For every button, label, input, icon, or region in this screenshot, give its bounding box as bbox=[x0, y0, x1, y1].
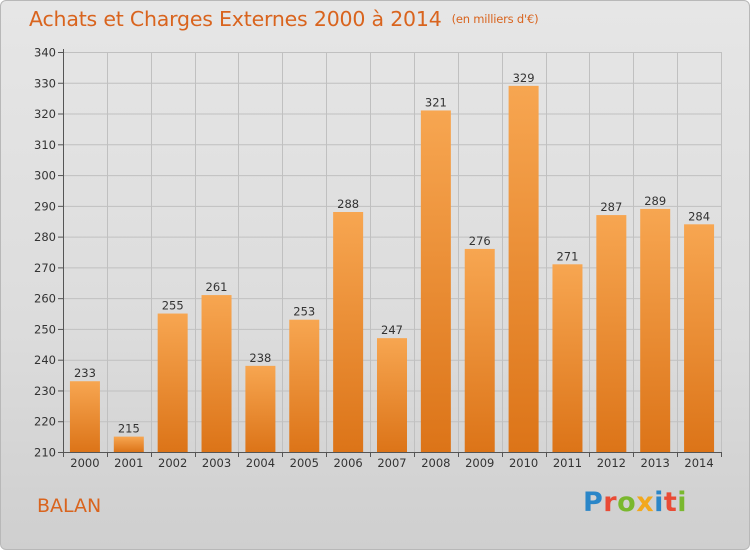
x-tick-label: 2002 bbox=[158, 456, 187, 470]
y-tick-label: 240 bbox=[34, 353, 56, 367]
y-tick-labels: 210 220 230 240 250 260 270 280 290 300 310 320 330 3… bbox=[34, 46, 56, 460]
x-tick-label: 2006 bbox=[333, 456, 362, 470]
proxiti-logo[interactable]: Proxiti bbox=[583, 487, 688, 518]
bar bbox=[552, 264, 583, 452]
data-label: 321 bbox=[425, 95, 447, 109]
axes bbox=[58, 49, 722, 457]
x-tick-label: 2007 bbox=[377, 456, 406, 470]
data-label: 215 bbox=[118, 422, 140, 436]
place-name: BALAN bbox=[37, 495, 102, 517]
x-tick-label: 2003 bbox=[202, 456, 231, 470]
y-tick-label: 290 bbox=[34, 199, 56, 213]
bar bbox=[201, 295, 232, 452]
y-tick-label: 330 bbox=[34, 76, 56, 90]
bar bbox=[464, 248, 495, 452]
y-tick-label: 300 bbox=[34, 169, 56, 183]
bar bbox=[640, 208, 671, 452]
data-label: 271 bbox=[556, 249, 578, 263]
y-tick-label: 260 bbox=[34, 292, 56, 306]
bar bbox=[157, 313, 188, 452]
x-tick-labels: 2000 2001 2002 2003 2004 2005 2006 2007 2008 2009… bbox=[70, 456, 713, 470]
data-labels: 233 215 255 261 238 253 288 247 321 276 329 271 287 2… bbox=[74, 71, 710, 436]
y-tick-label: 280 bbox=[34, 230, 56, 244]
y-tick-label: 320 bbox=[34, 107, 56, 121]
bar bbox=[377, 338, 407, 452]
data-label: 238 bbox=[249, 351, 271, 365]
data-label: 255 bbox=[162, 299, 184, 313]
bar bbox=[69, 381, 100, 452]
bar bbox=[420, 110, 451, 452]
y-tick-label: 270 bbox=[34, 261, 56, 275]
y-tick-label: 310 bbox=[34, 138, 56, 152]
data-label: 284 bbox=[688, 209, 710, 223]
x-tick-label: 2010 bbox=[509, 456, 538, 470]
x-tick-label: 2014 bbox=[684, 456, 713, 470]
data-label: 247 bbox=[381, 323, 403, 337]
bar bbox=[508, 85, 539, 452]
data-label: 253 bbox=[293, 305, 315, 319]
x-tick-label: 2004 bbox=[246, 456, 275, 470]
y-tick-label: 220 bbox=[34, 415, 56, 429]
chart-unit: (en milliers d'€) bbox=[451, 12, 539, 26]
bar bbox=[245, 365, 276, 452]
y-tick-label: 250 bbox=[34, 322, 56, 336]
x-tick-label: 2011 bbox=[553, 456, 582, 470]
bars bbox=[69, 85, 715, 452]
bar bbox=[113, 436, 144, 452]
y-tick-label: 230 bbox=[34, 384, 56, 398]
data-label: 276 bbox=[469, 234, 491, 248]
y-tick-label: 210 bbox=[34, 446, 56, 460]
bar bbox=[684, 224, 715, 452]
x-tick-label: 2008 bbox=[421, 456, 450, 470]
x-tick-label: 2001 bbox=[114, 456, 143, 470]
bar bbox=[333, 212, 364, 452]
x-tick-label: 2009 bbox=[465, 456, 494, 470]
data-label: 329 bbox=[513, 71, 535, 85]
x-tick-label: 2000 bbox=[70, 456, 99, 470]
data-label: 287 bbox=[600, 200, 622, 214]
data-label: 289 bbox=[644, 194, 666, 208]
data-label: 233 bbox=[74, 366, 96, 380]
chart-title-text: Achats et Charges Externes 2000 à 2014 bbox=[29, 7, 442, 31]
y-tick-label: 340 bbox=[34, 46, 56, 60]
x-tick-label: 2012 bbox=[597, 456, 626, 470]
chart-title: Achats et Charges Externes 2000 à 2014 (e… bbox=[29, 7, 539, 31]
data-label: 288 bbox=[337, 197, 359, 211]
bar bbox=[289, 319, 320, 452]
x-tick-label: 2005 bbox=[290, 456, 319, 470]
data-label: 261 bbox=[206, 280, 228, 294]
bar bbox=[596, 215, 627, 452]
x-tick-label: 2013 bbox=[641, 456, 670, 470]
